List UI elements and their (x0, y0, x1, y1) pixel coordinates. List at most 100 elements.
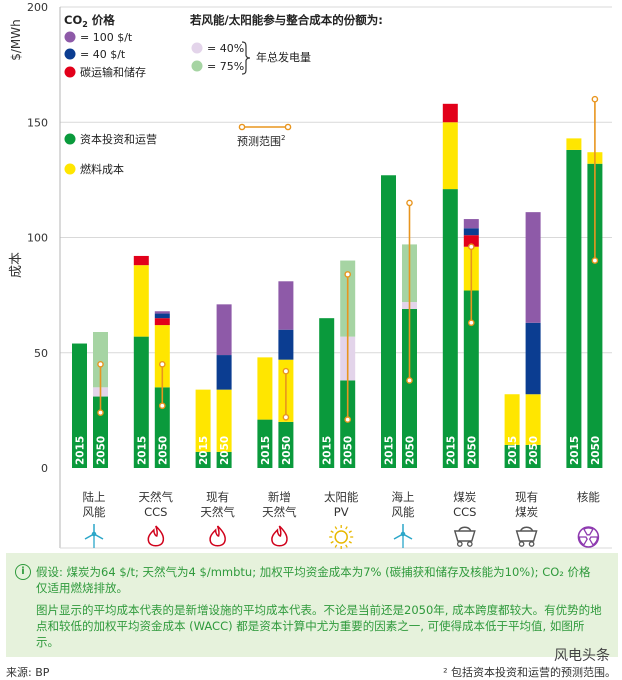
year-label-8-2050: 2050 (590, 436, 602, 465)
bar-segment-fuel-3-2015 (257, 357, 273, 420)
flame-icon (271, 525, 288, 547)
y-unit-label: $/MWh (9, 19, 23, 61)
bar-segment-fuel-6-2015 (442, 122, 458, 190)
nuclear-icon (577, 526, 600, 548)
bar-segment-capital-6-2050 (463, 290, 479, 468)
bar-segment-co2_100-7-2050 (525, 212, 541, 323)
source-label: 来源: BP (6, 666, 50, 679)
bar-segment-fuel-1-2050 (154, 325, 170, 388)
legend-capital-swatch (64, 133, 76, 145)
note-line-5: 示。 (36, 635, 59, 649)
range-bottom-0 (97, 409, 104, 416)
note-line-2: 仅适用燃烧排放。 (36, 581, 128, 595)
bar-segment-capital-3-2015 (257, 419, 273, 468)
category-label-4-0: 太阳能 (324, 490, 359, 504)
year-label-4-2015: 2015 (322, 436, 334, 465)
range-bottom-1 (158, 402, 166, 410)
flame-icon (147, 525, 165, 547)
category-label-5-1: 风能 (392, 505, 415, 519)
year-label-1-2050: 2050 (157, 436, 169, 465)
y-tick-label-200: 200 (27, 1, 48, 14)
range-bottom-8 (591, 257, 599, 264)
bar-segment-capital-4-2050 (340, 380, 356, 468)
wind-turbine-icon (393, 524, 413, 548)
legend-range-dot-left (238, 123, 246, 131)
bar-segment-co2_40-1-2050 (154, 313, 170, 319)
bar-segment-co2_100-3-2050 (278, 281, 294, 330)
legend-bracket-label: 年总发电量 (256, 50, 311, 64)
bar-segment-fuel-2-2050 (216, 389, 232, 452)
bar-segment-capital-2-2015 (195, 451, 211, 468)
bar-segment-fuel-2-2015 (195, 389, 211, 452)
range-top-0 (97, 360, 104, 368)
year-label-6-2015: 2015 (445, 436, 457, 465)
legend-int-75-label: = 75% (207, 60, 244, 73)
watermark: 风电头条 (554, 648, 610, 664)
sun-icon (329, 525, 354, 549)
note-line-4: 点和较低的加权平均资金成本 (WACC) 都是资本计算中尤为重要的因素之一, 可… (36, 619, 585, 633)
legend-integration-title: 若风能/太阳能参与整合成本的份额为: (190, 13, 383, 27)
year-label-1-2015: 2015 (136, 436, 148, 465)
wind-turbine-icon (84, 524, 104, 548)
category-label-1-0: 天然气 (139, 490, 174, 504)
coal-cart-icon (453, 526, 476, 547)
legend-co2-100-swatch (64, 31, 76, 43)
range-top-6 (467, 243, 475, 251)
bar-segment-capital-6-2015 (442, 189, 458, 468)
category-label-3-1: 天然气 (262, 505, 297, 519)
year-label-7-2050: 2050 (528, 436, 540, 465)
bar-segment-co2_40-3-2050 (278, 329, 294, 360)
bar-segment-capital-7-2050 (525, 444, 541, 468)
y-tick-label-100: 100 (27, 232, 48, 245)
bar-segment-fuel-1-2015 (133, 265, 149, 337)
range-top-3 (282, 367, 290, 375)
year-label-4-2050: 2050 (343, 436, 355, 465)
bar-segment-fuel-7-2050 (525, 394, 541, 445)
bar-segment-transport-1-2050 (154, 318, 170, 326)
footnote: ² 包括资本投资和运营的预测范围。 (443, 666, 616, 679)
bar-segment-transport-1-2015 (133, 255, 149, 266)
bar-segment-capital-5-2050 (402, 308, 417, 468)
year-label-5-2050: 2050 (405, 436, 417, 465)
bar-segment-capital-1-2015 (133, 336, 149, 468)
year-label-7-2015: 2015 (507, 436, 519, 465)
bar-segment-capital-0-2050 (93, 396, 108, 468)
range-bottom-5 (406, 377, 413, 384)
bar-segment-co2_40-2-2050 (216, 355, 232, 390)
bar-segment-capital-7-2015 (504, 444, 520, 468)
coal-cart-icon (515, 526, 538, 547)
bar-segment-capital-8-2015 (566, 149, 582, 468)
category-label-4-1: PV (334, 505, 349, 519)
legend-int-40-swatch (191, 42, 203, 54)
bar-segment-int_75-0-2050 (93, 332, 108, 388)
category-label-2-1: 天然气 (200, 505, 235, 519)
range-bottom-4 (344, 416, 352, 423)
legend-range-label: 预测范围2 (237, 134, 285, 148)
bar-segment-transport-6-2050 (463, 235, 479, 247)
legend-int-75-swatch (191, 60, 203, 72)
legend-fuel-label: 燃料成本 (80, 162, 124, 176)
bar-segment-fuel-7-2015 (504, 394, 520, 445)
bar-segment-transport-6-2015 (442, 103, 458, 123)
bar-segment-co2_100-1-2050 (154, 311, 170, 314)
category-label-5-0: 海上 (392, 490, 415, 504)
bar-segment-fuel-8-2015 (566, 138, 582, 150)
bar-segment-capital-2-2050 (216, 451, 232, 468)
y-axis-label: 成本 (9, 252, 24, 278)
year-label-2-2015: 2015 (198, 436, 210, 465)
legend-transport-swatch (64, 66, 76, 78)
category-label-0-0: 陆上 (83, 490, 106, 504)
bar-segment-co2_40-7-2050 (525, 322, 541, 395)
category-label-6-0: 煤炭 (453, 490, 476, 504)
legend-co2-40-swatch (64, 48, 76, 60)
category-label-7-0: 现有 (515, 490, 538, 504)
note-line-3: 图片显示的平均成本代表的是新增设施的平均成本代表。不论是当前还是2050年, 成… (36, 603, 602, 617)
y-tick-label-0: 0 (41, 462, 48, 475)
bar-segment-capital-8-2050 (587, 163, 603, 469)
legend-range-dot-right (284, 123, 292, 131)
range-top-5 (406, 199, 413, 207)
year-label-3-2015: 2015 (260, 436, 272, 465)
bar-segment-capital-4-2015 (319, 318, 335, 468)
year-label-0-2050: 2050 (96, 436, 108, 465)
range-top-8 (591, 95, 599, 103)
